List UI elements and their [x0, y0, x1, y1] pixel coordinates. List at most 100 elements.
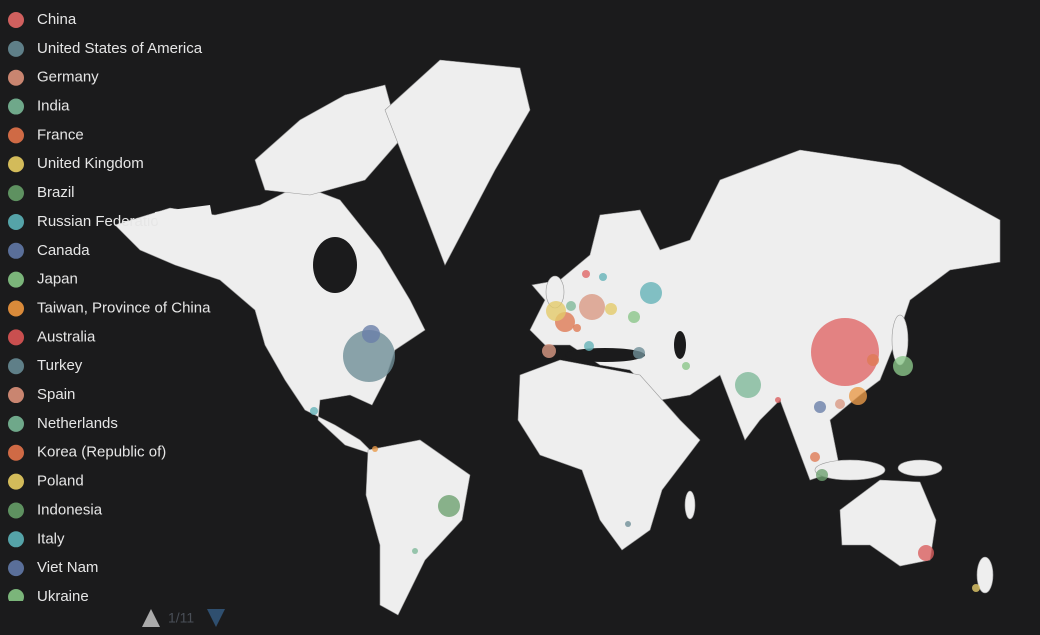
legend-swatch: [8, 98, 24, 115]
bubbles: [310, 270, 980, 592]
caspian: [674, 331, 686, 359]
madagascar: [684, 490, 696, 520]
legend-swatch: [8, 69, 24, 86]
legend-swatch: [8, 358, 24, 375]
legend-swatch: [8, 589, 24, 601]
legend-item[interactable]: Australia: [8, 328, 96, 346]
legend-item[interactable]: Korea (Republic of): [8, 444, 166, 461]
legend-item[interactable]: China: [8, 11, 77, 28]
legend-item[interactable]: Russian Federation: [8, 213, 167, 230]
bubble[interactable]: [628, 311, 640, 323]
bubble[interactable]: [542, 344, 556, 358]
bubble[interactable]: [849, 387, 867, 405]
legend-item[interactable]: Spain: [8, 386, 75, 404]
africa: [517, 359, 701, 551]
legend-label: United Kingdom: [37, 155, 144, 172]
legend-swatch: [8, 127, 24, 144]
bubble[interactable]: [412, 548, 418, 554]
bubble[interactable]: [546, 301, 566, 321]
bubble[interactable]: [972, 584, 980, 592]
bubble[interactable]: [582, 270, 590, 278]
page-indicator: 1/11: [168, 610, 194, 626]
bubble[interactable]: [810, 452, 820, 462]
legend-label: Korea (Republic of): [37, 444, 166, 461]
page-up[interactable]: [142, 609, 160, 627]
bubble[interactable]: [633, 347, 645, 359]
legend-label: Canada: [37, 242, 90, 259]
legend-item[interactable]: Indonesia: [8, 501, 103, 519]
new-guinea: [897, 459, 943, 477]
bubble[interactable]: [599, 273, 607, 281]
legend-label: Spain: [37, 386, 75, 403]
land: [114, 59, 1001, 616]
bubble[interactable]: [918, 545, 934, 561]
legend-item[interactable]: Viet Nam: [8, 559, 98, 577]
legend-swatch: [8, 415, 24, 432]
bubble[interactable]: [775, 397, 781, 403]
legend-swatch: [8, 156, 24, 173]
legend-swatch: [8, 560, 24, 577]
legend-label: India: [37, 98, 70, 115]
legend-item[interactable]: France: [8, 126, 84, 144]
legend-item[interactable]: Ukraine: [8, 588, 89, 605]
legend-item[interactable]: Taiwan, Province of China: [8, 299, 211, 317]
bubble[interactable]: [343, 330, 395, 382]
legend-swatch: [8, 444, 24, 461]
legend-item[interactable]: United Kingdom: [8, 155, 144, 173]
bubble[interactable]: [573, 324, 581, 332]
legend-label: Brazil: [37, 184, 75, 201]
bubble[interactable]: [566, 301, 576, 311]
legend-item[interactable]: Brazil: [8, 184, 75, 202]
legend-item[interactable]: Netherlands: [8, 415, 118, 432]
legend-label: Indonesia: [37, 501, 103, 518]
legend: China United States of America Germany Indi…: [8, 11, 211, 605]
legend-label: Italy: [37, 530, 65, 547]
bubble[interactable]: [372, 446, 378, 452]
legend-swatch: [8, 387, 24, 404]
bubble[interactable]: [579, 294, 605, 320]
legend-item[interactable]: Germany: [8, 69, 99, 86]
bubble[interactable]: [893, 356, 913, 376]
legend-item[interactable]: India: [8, 98, 70, 115]
bubble[interactable]: [814, 401, 826, 413]
legend-label: Taiwan, Province of China: [37, 299, 211, 316]
bubble[interactable]: [605, 303, 617, 315]
bubble[interactable]: [362, 325, 380, 343]
land-overlap: [155, 205, 215, 232]
bubble[interactable]: [625, 521, 631, 527]
page-down[interactable]: [207, 609, 225, 627]
legend-label: United States of America: [37, 40, 203, 57]
legend-label: Germany: [37, 69, 99, 86]
bubble[interactable]: [735, 372, 761, 398]
bubble[interactable]: [811, 318, 879, 386]
new-zealand: [976, 556, 994, 594]
legend-item[interactable]: Turkey: [8, 357, 83, 375]
mediterranean: [565, 348, 645, 362]
bubble[interactable]: [438, 495, 460, 517]
legend-item[interactable]: Canada: [8, 242, 90, 259]
bubble[interactable]: [682, 362, 690, 370]
legend-swatch: [8, 242, 24, 259]
australia: [839, 479, 937, 567]
bubble[interactable]: [835, 399, 845, 409]
bubble[interactable]: [816, 469, 828, 481]
bubble[interactable]: [867, 354, 879, 366]
legend-label: France: [37, 126, 84, 143]
legend-swatch: [8, 185, 24, 202]
bubble[interactable]: [310, 407, 318, 415]
bubble[interactable]: [640, 282, 662, 304]
hudson-bay: [313, 237, 357, 293]
legend-item[interactable]: Japan: [8, 271, 78, 288]
legend-label: Australia: [37, 328, 96, 345]
legend-item[interactable]: Poland: [8, 473, 84, 490]
legend-item[interactable]: United States of America: [8, 40, 203, 57]
pager: 1/11: [142, 609, 225, 627]
bubble[interactable]: [584, 341, 594, 351]
legend-label: China: [37, 11, 77, 28]
legend-label: Viet Nam: [37, 559, 98, 576]
south-america: [365, 439, 471, 616]
legend-item[interactable]: Italy: [8, 530, 65, 548]
indonesia: [814, 459, 886, 481]
arctic-islands: [254, 84, 401, 196]
